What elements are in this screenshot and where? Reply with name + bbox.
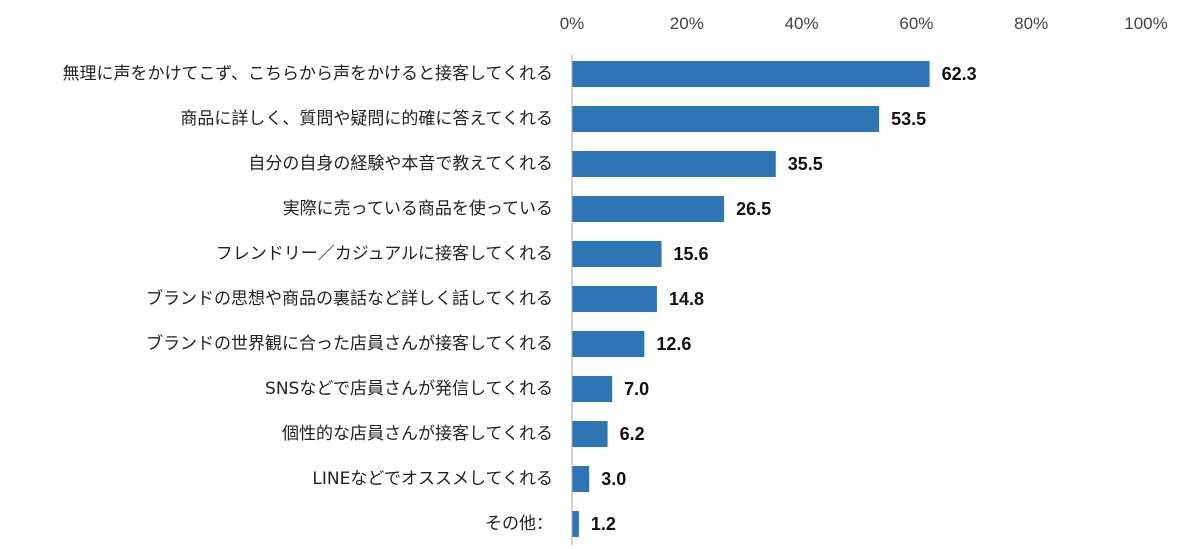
category-label: ブランドの思想や商品の裏話など詳しく話してくれる <box>146 288 553 309</box>
x-tick-label: 60% <box>899 14 933 33</box>
x-tick-label: 40% <box>785 14 819 33</box>
category-label: 無理に声をかけてこず、こちらから声をかけると接客してくれる <box>63 64 553 84</box>
value-label: 1.2 <box>591 514 616 534</box>
bars-group <box>572 61 930 537</box>
bar <box>572 331 645 357</box>
x-tick-label: 80% <box>1014 14 1048 33</box>
bar <box>572 61 930 87</box>
category-labels: 無理に声をかけてこず、こちらから声をかけると接客してくれる商品に詳しく、質問や疑… <box>63 64 553 534</box>
category-label: 自分の自身の経験や本音で教えてくれる <box>248 154 553 174</box>
x-tick-label: 0% <box>560 14 585 33</box>
category-label: LINEなどでオススメしてくれる <box>312 469 553 489</box>
category-label: その他： <box>485 514 553 534</box>
category-label: SNSなどで店員さんが発信してくれる <box>265 379 553 399</box>
bar <box>572 196 725 222</box>
bar <box>572 106 880 132</box>
value-label: 3.0 <box>601 469 626 489</box>
category-label: 実際に売っている商品を使っている <box>283 198 553 219</box>
category-label: 個性的な店員さんが接客してくれる <box>282 424 553 444</box>
bar <box>572 466 590 492</box>
bar <box>572 241 662 267</box>
bar <box>572 511 579 537</box>
value-label: 15.6 <box>674 244 709 264</box>
bar <box>572 376 613 402</box>
value-label: 14.8 <box>669 289 704 309</box>
value-label: 35.5 <box>788 154 823 174</box>
bar <box>572 286 657 312</box>
category-label: ブランドの世界観に合った店員さんが接客してくれる <box>146 333 553 354</box>
x-axis-ticks: 0% 20% 40% 60% 80% 100% <box>560 14 1168 33</box>
value-label: 7.0 <box>624 379 649 399</box>
category-label: 商品に詳しく、質問や疑問に的確に答えてくれる <box>180 109 553 129</box>
value-label: 53.5 <box>891 109 926 129</box>
value-label: 62.3 <box>942 64 977 84</box>
category-label: フレンドリー／カジュアルに接客してくれる <box>216 244 553 264</box>
x-tick-label: 20% <box>670 14 704 33</box>
value-labels: 62.3 53.5 35.5 26.5 15.6 14.8 12.6 7.0 6.2 3.0 1.2 <box>591 64 977 534</box>
bar <box>572 421 608 447</box>
bar <box>572 151 776 177</box>
value-label: 26.5 <box>736 199 771 219</box>
value-label: 12.6 <box>656 334 691 354</box>
x-tick-label: 100% <box>1124 14 1167 33</box>
value-label: 6.2 <box>620 424 645 444</box>
